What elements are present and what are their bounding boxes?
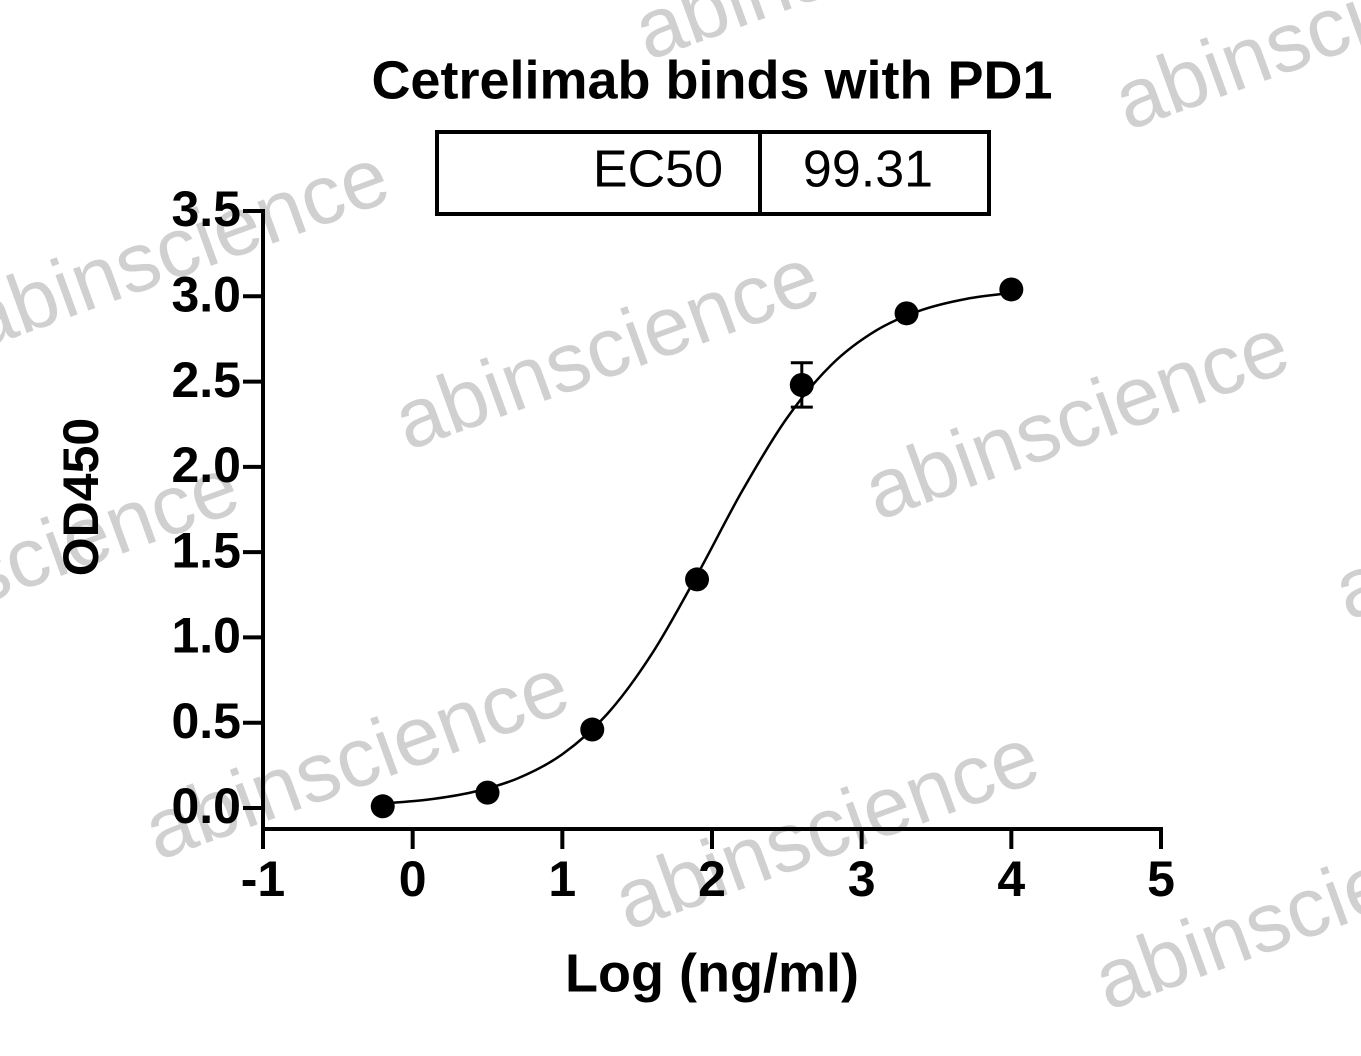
y-tick-label: 3.5	[171, 181, 241, 237]
annotation-box	[435, 130, 991, 216]
watermark: abinscience	[382, 228, 831, 468]
y-tick-label: 0.0	[171, 778, 241, 834]
watermark: abinscience	[0, 128, 401, 368]
watermark: abinscience	[1102, 0, 1361, 148]
data-point	[999, 277, 1024, 302]
x-tick-label: 5	[1147, 851, 1175, 907]
data-point	[894, 301, 919, 326]
watermark: abinscience	[1322, 398, 1361, 638]
data-point	[580, 717, 605, 742]
y-tick-label: 2.5	[171, 352, 241, 408]
watermark: abinscience	[1082, 788, 1361, 1028]
annotation-value: 99.31	[803, 141, 933, 199]
watermark: abinscience	[132, 638, 581, 878]
x-axis-label: Log (ng/ml)	[565, 943, 859, 1003]
x-tick-label: 3	[848, 851, 876, 907]
y-tick-label: 1.0	[171, 608, 241, 664]
y-tick-label: 3.0	[171, 266, 241, 322]
chart-title: Cetrelimab binds with PD1	[371, 50, 1052, 110]
x-tick-label: -1	[241, 851, 285, 907]
y-tick-label: 2.0	[171, 437, 241, 493]
annotation-label: EC50	[593, 141, 723, 199]
y-tick-label: 0.5	[171, 693, 241, 749]
x-tick-label: 2	[698, 851, 726, 907]
data-point	[789, 372, 814, 397]
x-tick-label: 4	[997, 851, 1025, 907]
y-axis-label: OD450	[53, 418, 109, 576]
data-point	[475, 780, 500, 805]
data-point	[685, 567, 710, 592]
watermark: abinscience	[852, 298, 1301, 538]
data-point	[370, 794, 395, 819]
y-tick-label: 1.5	[171, 522, 241, 578]
x-tick-label: 1	[548, 851, 576, 907]
x-tick-label: 0	[399, 851, 427, 907]
